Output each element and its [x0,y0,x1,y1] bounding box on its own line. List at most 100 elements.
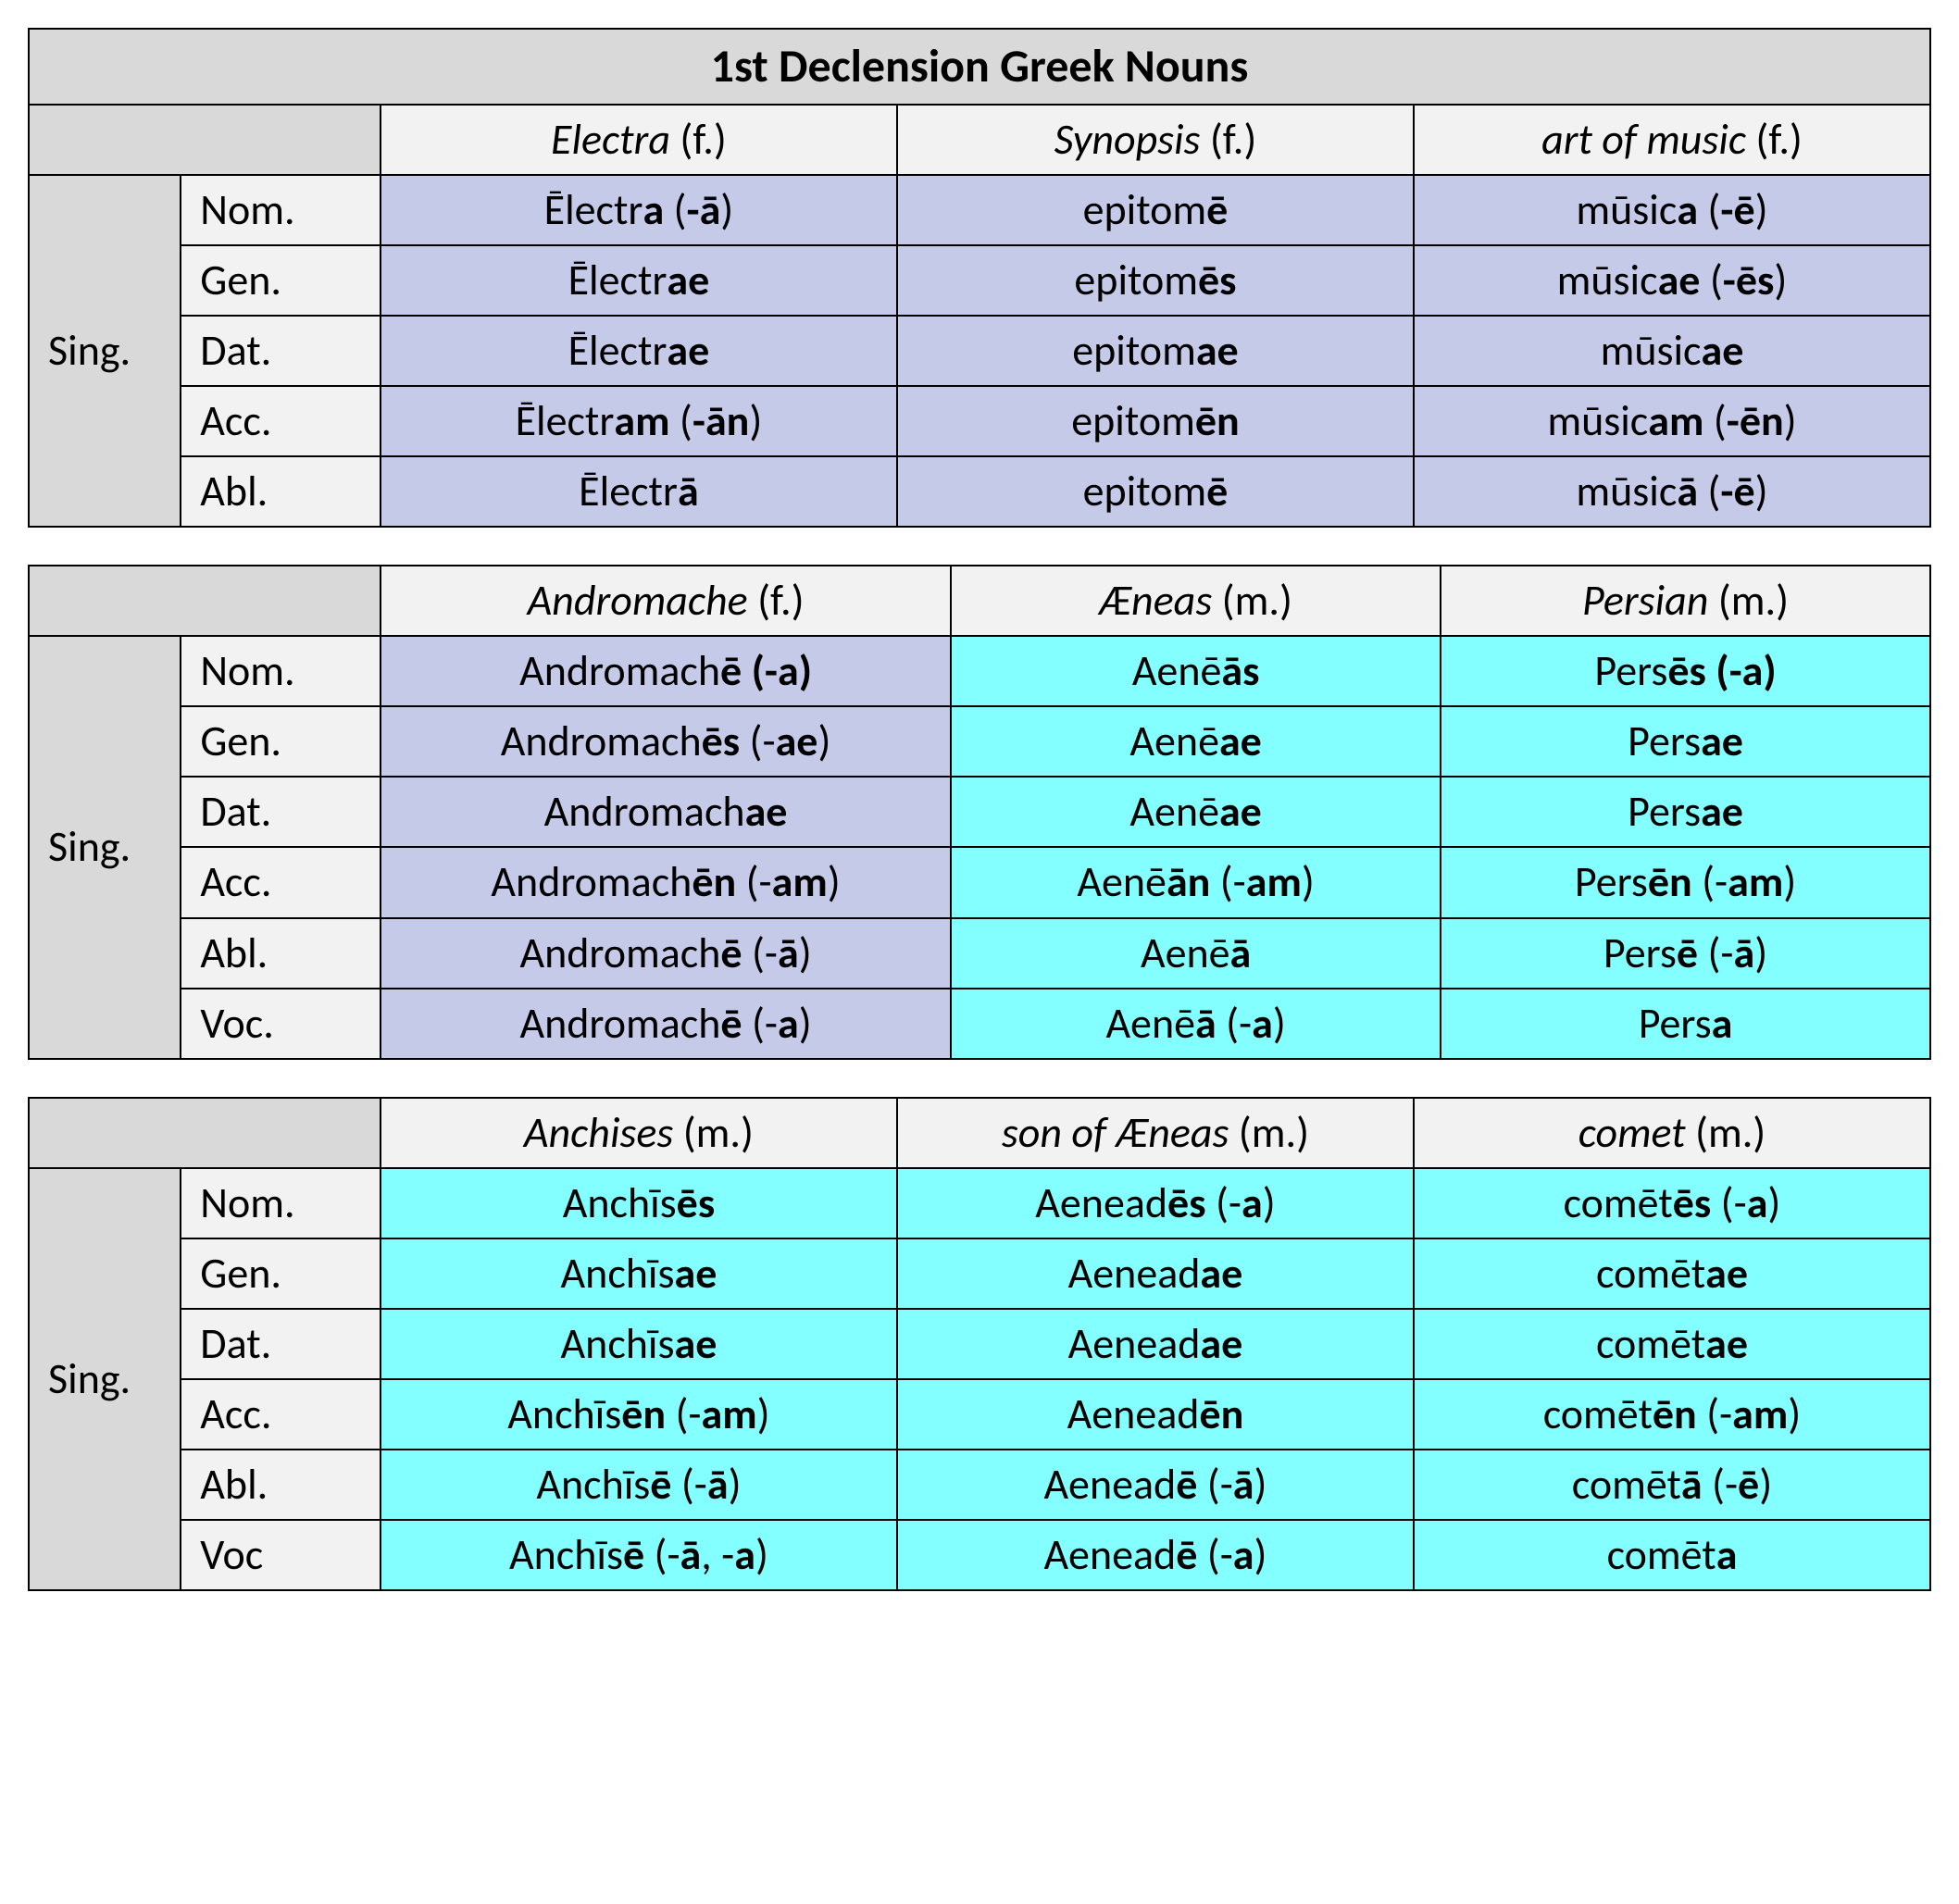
data-cell: Andromachēn (-am) [381,847,951,917]
data-cell: Persēs (-a) [1441,636,1930,706]
declension-table-2: Anchises (m.)son of Æneas (m.)comet (m.)… [28,1097,1931,1592]
column-header-name: Anchises [524,1107,673,1159]
table-row: Gen.AnchīsaeAeneadaecomētae [29,1238,1930,1309]
table-row: Dat.AndromachaeAenēaePersae [29,777,1930,847]
number-label: Sing. [29,636,181,1059]
number-label: Sing. [29,175,181,527]
data-cell: mūsicae [1414,316,1930,386]
column-header: son of Æneas (m.) [897,1098,1414,1168]
column-header: Synopsis (f.) [897,105,1414,175]
column-header-name: Electra [551,114,670,166]
case-label: Nom. [181,1168,381,1238]
case-label: Acc. [181,1379,381,1450]
column-header-name: Synopsis [1054,114,1201,166]
data-cell: Ēlectrae [381,245,897,316]
case-label: Voc. [181,989,381,1059]
table-row: Sing.Nom.AnchīsēsAeneadēs (-a)comētēs (-… [29,1168,1930,1238]
data-cell: epitomē [897,456,1414,527]
data-cell: Persae [1441,777,1930,847]
table-title: 1st Declension Greek Nouns [29,29,1930,105]
data-cell: Anchīsēn (-am) [381,1379,897,1450]
column-header-gender: (m.) [1222,575,1292,627]
header-corner [29,1098,381,1168]
case-label: Gen. [181,1238,381,1309]
data-cell: comētae [1414,1309,1930,1379]
data-cell: Aeneadē (-a) [897,1520,1414,1590]
column-header: Æneas (m.) [951,566,1441,636]
column-header-gender: (m.) [683,1107,754,1159]
table-row: Sing.Nom.Andromachē (-a)AenēāsPersēs (-a… [29,636,1930,706]
data-cell: Ēlectram (-ān) [381,386,897,456]
table-row: Gen.Andromachēs (-ae)AenēaePersae [29,706,1930,777]
data-cell: Anchīsē (-ā) [381,1450,897,1520]
case-label: Voc [181,1520,381,1590]
table-row: Abl.Anchīsē (-ā)Aeneadē (-ā)comētā (-ē) [29,1450,1930,1520]
table-row: Acc.Anchīsēn (-am)Aeneadēncomētēn (-am) [29,1379,1930,1450]
data-cell: mūsica (-ē) [1414,175,1930,245]
column-header-gender: (m.) [1239,1107,1309,1159]
case-label: Acc. [181,847,381,917]
data-cell: Andromachē (-a) [381,636,951,706]
table-row: Dat.Ēlectraeepitomaemūsicae [29,316,1930,386]
data-cell: Anchīsēs [381,1168,897,1238]
table-row: Abl.Andromachē (-ā)AenēāPersē (-ā) [29,918,1930,989]
column-header-name: Persian [1582,575,1708,627]
data-cell: epitomēs [897,245,1414,316]
table-row: VocAnchīsē (-ā, -a)Aeneadē (-a)comēta [29,1520,1930,1590]
data-cell: Aenēae [951,706,1441,777]
case-label: Abl. [181,918,381,989]
data-cell: Aenēā (-a) [951,989,1441,1059]
data-cell: Aenēā [951,918,1441,989]
column-header-name: comet [1578,1107,1686,1159]
data-cell: Aenēae [951,777,1441,847]
data-cell: Aeneadēs (-a) [897,1168,1414,1238]
data-cell: Anchīsae [381,1309,897,1379]
data-cell: Persē (-ā) [1441,918,1930,989]
column-header-name: Andromache [528,575,748,627]
column-header-name: son of Æneas [1002,1107,1229,1159]
column-header: Andromache (f.) [381,566,951,636]
column-header: Persian (m.) [1441,566,1930,636]
case-label: Gen. [181,245,381,316]
column-header-gender: (f.) [680,114,727,166]
column-header: Electra (f.) [381,105,897,175]
column-header-gender: (f.) [757,575,805,627]
data-cell: Ēlectrā [381,456,897,527]
data-cell: Anchīsē (-ā, -a) [381,1520,897,1590]
data-cell: comētā (-ē) [1414,1450,1930,1520]
header-corner [29,105,381,175]
column-header-gender: (m.) [1718,575,1789,627]
table-row: Sing.Nom.Ēlectra (-ā)epitomēmūsica (-ē) [29,175,1930,245]
data-cell: epitomae [897,316,1414,386]
data-cell: Aeneadae [897,1309,1414,1379]
column-header: Anchises (m.) [381,1098,897,1168]
column-header: art of music (f.) [1414,105,1930,175]
data-cell: Aenēās [951,636,1441,706]
case-label: Nom. [181,175,381,245]
column-header: comet (m.) [1414,1098,1930,1168]
table-row: Acc.Andromachēn (-am)Aenēān (-am)Persēn … [29,847,1930,917]
data-cell: Andromachē (-ā) [381,918,951,989]
table-row: Gen.Ēlectraeepitomēsmūsicae (-ēs) [29,245,1930,316]
data-cell: comētēs (-a) [1414,1168,1930,1238]
table-row: Abl.Ēlectrāepitomēmūsicā (-ē) [29,456,1930,527]
case-label: Nom. [181,636,381,706]
data-cell: Aenēān (-am) [951,847,1441,917]
case-label: Gen. [181,706,381,777]
table-row: Acc.Ēlectram (-ān)epitomēnmūsicam (-ēn) [29,386,1930,456]
data-cell: Ēlectrae [381,316,897,386]
data-cell: Ēlectra (-ā) [381,175,897,245]
data-cell: comēta [1414,1520,1930,1590]
column-header-gender: (f.) [1210,114,1257,166]
data-cell: Persēn (-am) [1441,847,1930,917]
declension-tables-container: 1st Declension Greek NounsElectra (f.)Sy… [28,28,1931,1591]
declension-table-0: 1st Declension Greek NounsElectra (f.)Sy… [28,28,1931,528]
case-label: Dat. [181,316,381,386]
case-label: Dat. [181,777,381,847]
data-cell: mūsicā (-ē) [1414,456,1930,527]
column-header-gender: (m.) [1695,1107,1766,1159]
data-cell: Andromachēs (-ae) [381,706,951,777]
data-cell: Andromachae [381,777,951,847]
data-cell: Anchīsae [381,1238,897,1309]
case-label: Acc. [181,386,381,456]
